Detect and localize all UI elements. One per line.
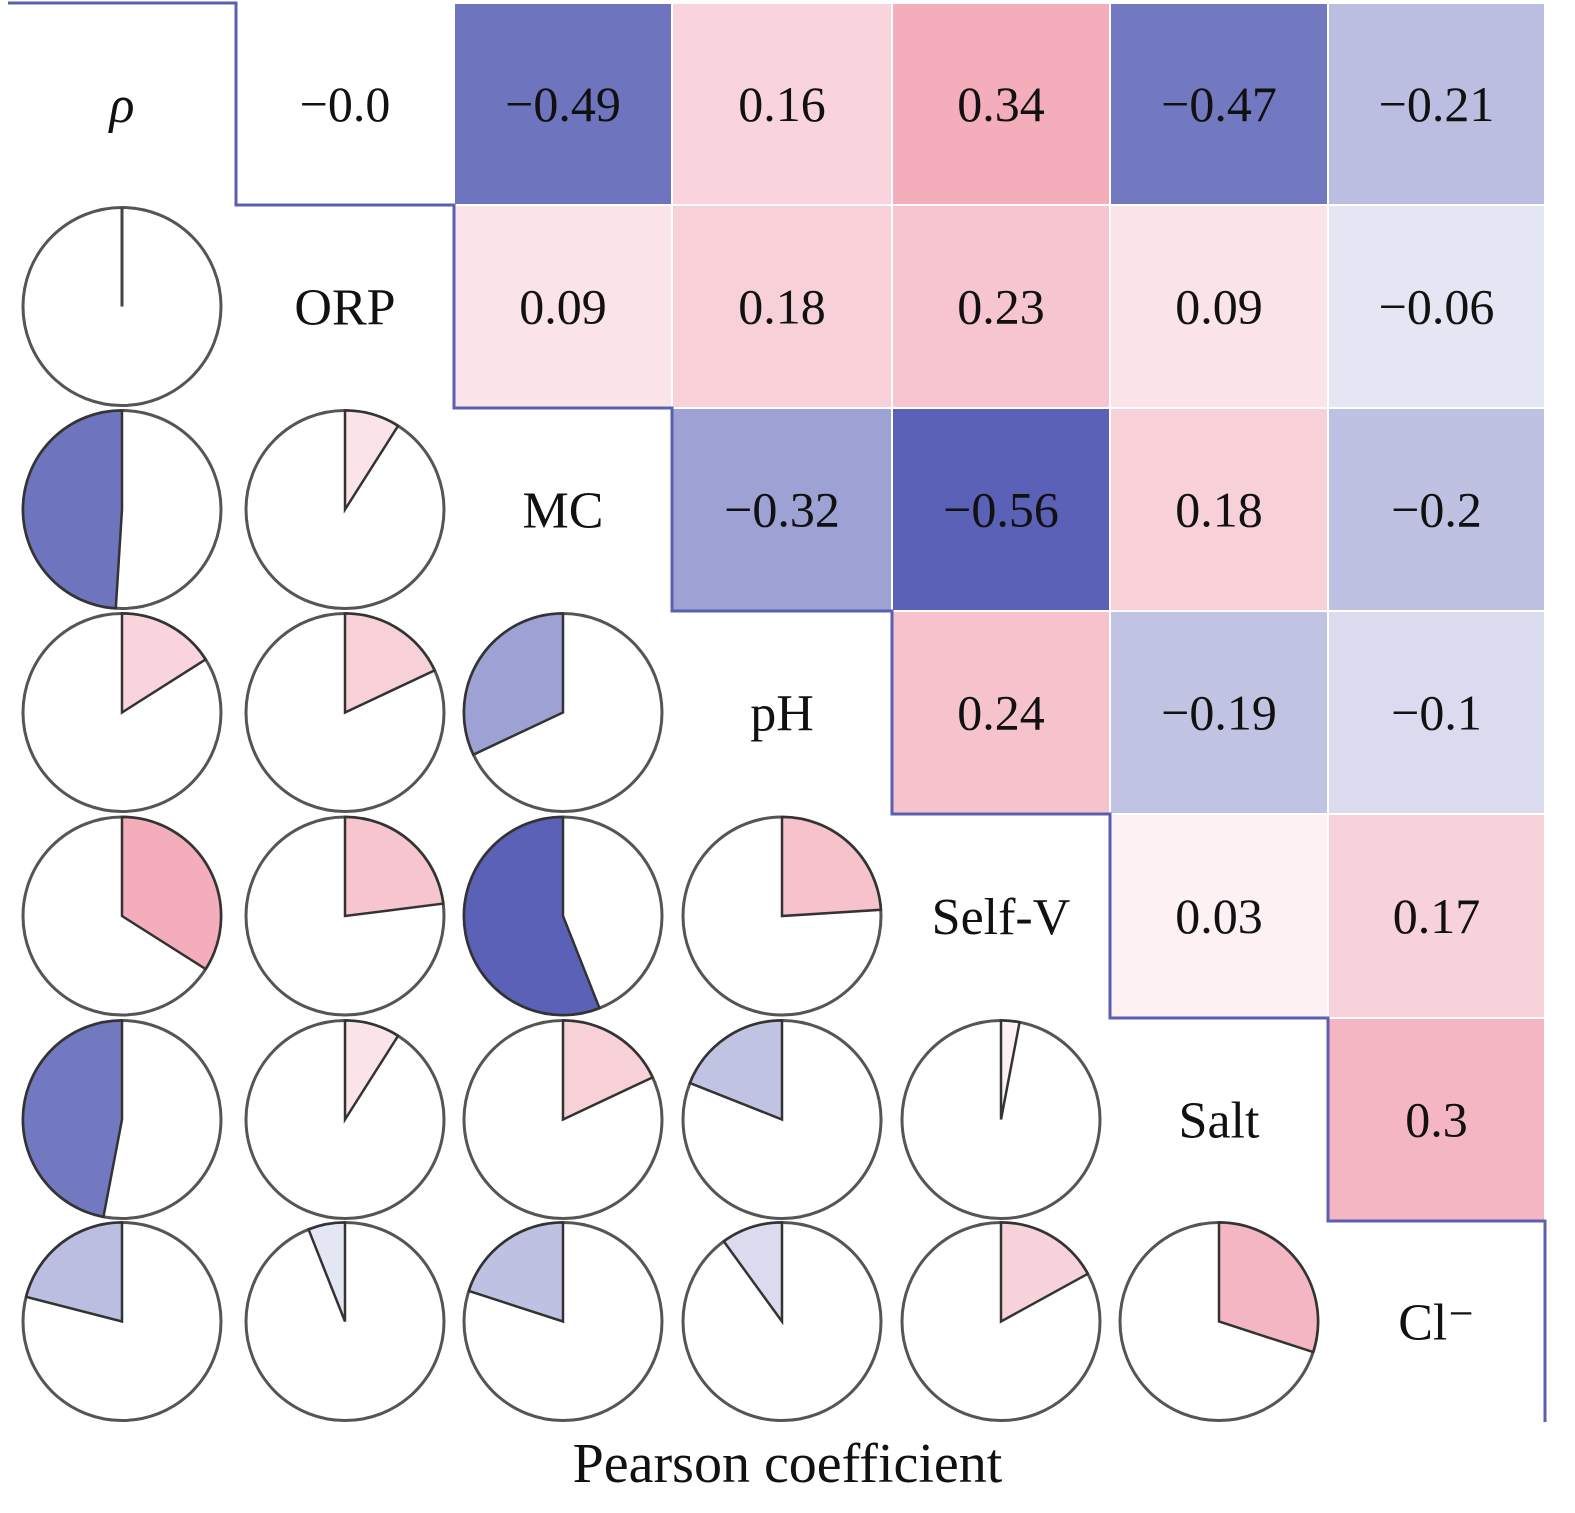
pie-slice — [120, 815, 223, 971]
pie-slice — [306, 1221, 347, 1322]
pie-slice — [722, 1221, 784, 1326]
pie-slice — [561, 1019, 655, 1122]
cell-value-label: −0.56 — [943, 482, 1059, 538]
pie-glyph — [900, 1019, 1102, 1220]
cell-value-label: 0.09 — [1175, 279, 1263, 335]
pie-glyph — [244, 409, 446, 610]
heatmap-cell — [1327, 610, 1546, 815]
variable-label: ρ — [108, 77, 135, 134]
cell-value-label: 0.09 — [519, 279, 607, 335]
cell-value-label: 0.18 — [738, 279, 826, 335]
pie-glyph — [21, 612, 223, 813]
heatmap-cell — [453, 2, 673, 206]
cell-value-label: 0.17 — [1393, 888, 1481, 944]
variable-label: Salt — [1179, 1093, 1260, 1150]
pie-glyph — [462, 612, 664, 813]
cell-value-label: −0.49 — [505, 76, 621, 132]
variable-label: Self-V — [932, 889, 1071, 946]
heatmap-cell — [891, 2, 1111, 206]
pie-slice — [21, 1019, 124, 1219]
pie-glyph — [244, 1019, 446, 1220]
heatmap-cell — [235, 2, 455, 206]
pie-glyph — [900, 1221, 1102, 1422]
pie-slice — [343, 815, 445, 918]
pie-slice — [780, 815, 883, 918]
pie-slice — [462, 612, 565, 757]
pie-slice — [343, 409, 400, 514]
heatmap-cell — [671, 407, 893, 612]
pie-glyph — [244, 1221, 446, 1422]
cell-value-label: 0.3 — [1405, 1092, 1468, 1148]
pie-slice — [343, 612, 437, 715]
pie-glyph — [244, 612, 446, 813]
x-axis-label: Pearson coefficient — [572, 1433, 1003, 1495]
heatmap-cell — [1327, 204, 1546, 409]
pie-slice — [999, 1221, 1090, 1324]
pie-slice — [467, 1221, 565, 1324]
pie-slice — [120, 612, 208, 715]
variable-label: MC — [523, 483, 604, 540]
pie-slice — [343, 1019, 400, 1124]
correlation-matrix-chart: −0.0 −0.49 0.16 0.34 −0.47 −0.21 0.09 0.18 0.23 0… — [8, 1, 1547, 1422]
heatmap-cell — [1327, 2, 1546, 206]
pie-slice — [688, 1019, 784, 1122]
heatmap-cell — [891, 407, 1111, 612]
cell-value-label: 0.34 — [957, 76, 1045, 132]
cell-value-label: −0.19 — [1161, 685, 1277, 741]
heatmap-cell — [1327, 1017, 1546, 1222]
pie-slice — [999, 1019, 1022, 1120]
cell-value-label: 0.18 — [1175, 482, 1263, 538]
variable-label: pH — [750, 686, 814, 743]
heatmap-cell — [1109, 2, 1329, 206]
pie-glyph — [21, 206, 223, 407]
pie-slice — [1217, 1221, 1320, 1354]
pie-slice — [21, 409, 124, 610]
cell-value-label: −0.06 — [1379, 279, 1495, 335]
pie-glyph — [21, 1221, 223, 1422]
cell-value-label: −0.1 — [1391, 685, 1482, 741]
cell-value-label: −0.47 — [1161, 76, 1277, 132]
cell-value-label: −0.32 — [724, 482, 840, 538]
heatmap-cell — [1109, 204, 1329, 409]
pie-glyph — [681, 1019, 883, 1220]
cell-value-label: −0.21 — [1379, 76, 1495, 132]
cell-value-label: 0.03 — [1175, 888, 1263, 944]
heatmap-cell — [671, 204, 893, 409]
cell-value-label: 0.23 — [957, 279, 1045, 335]
pie-glyph — [462, 1019, 664, 1220]
pie-glyph — [462, 815, 664, 1017]
pie-glyph — [681, 1221, 883, 1422]
heatmap-cell — [1109, 407, 1329, 612]
pie-glyph — [244, 815, 446, 1017]
pie-glyph — [21, 409, 223, 610]
cell-value-label: 0.24 — [957, 685, 1045, 741]
pie-glyph — [1118, 1221, 1320, 1422]
pie-glyph — [21, 815, 223, 1017]
pie-slice — [462, 815, 602, 1017]
cell-value-label: −0.0 — [300, 76, 391, 132]
heatmap-cell — [1327, 407, 1546, 612]
heatmap-cell — [1109, 610, 1329, 815]
heatmap-cell — [1327, 813, 1546, 1019]
pie-slice — [24, 1221, 124, 1324]
variable-label: ORP — [294, 280, 395, 337]
triangle-border — [8, 1, 1547, 1422]
pie-glyph — [21, 1019, 223, 1220]
cell-value-label: 0.16 — [738, 76, 826, 132]
pie-glyph — [681, 815, 883, 1017]
cell-value-label: −0.2 — [1391, 482, 1482, 538]
pie-glyph — [462, 1221, 664, 1422]
heatmap-cell — [1109, 813, 1329, 1019]
variable-label: Cl⁻ — [1398, 1295, 1475, 1352]
heatmap-cell — [671, 2, 893, 206]
